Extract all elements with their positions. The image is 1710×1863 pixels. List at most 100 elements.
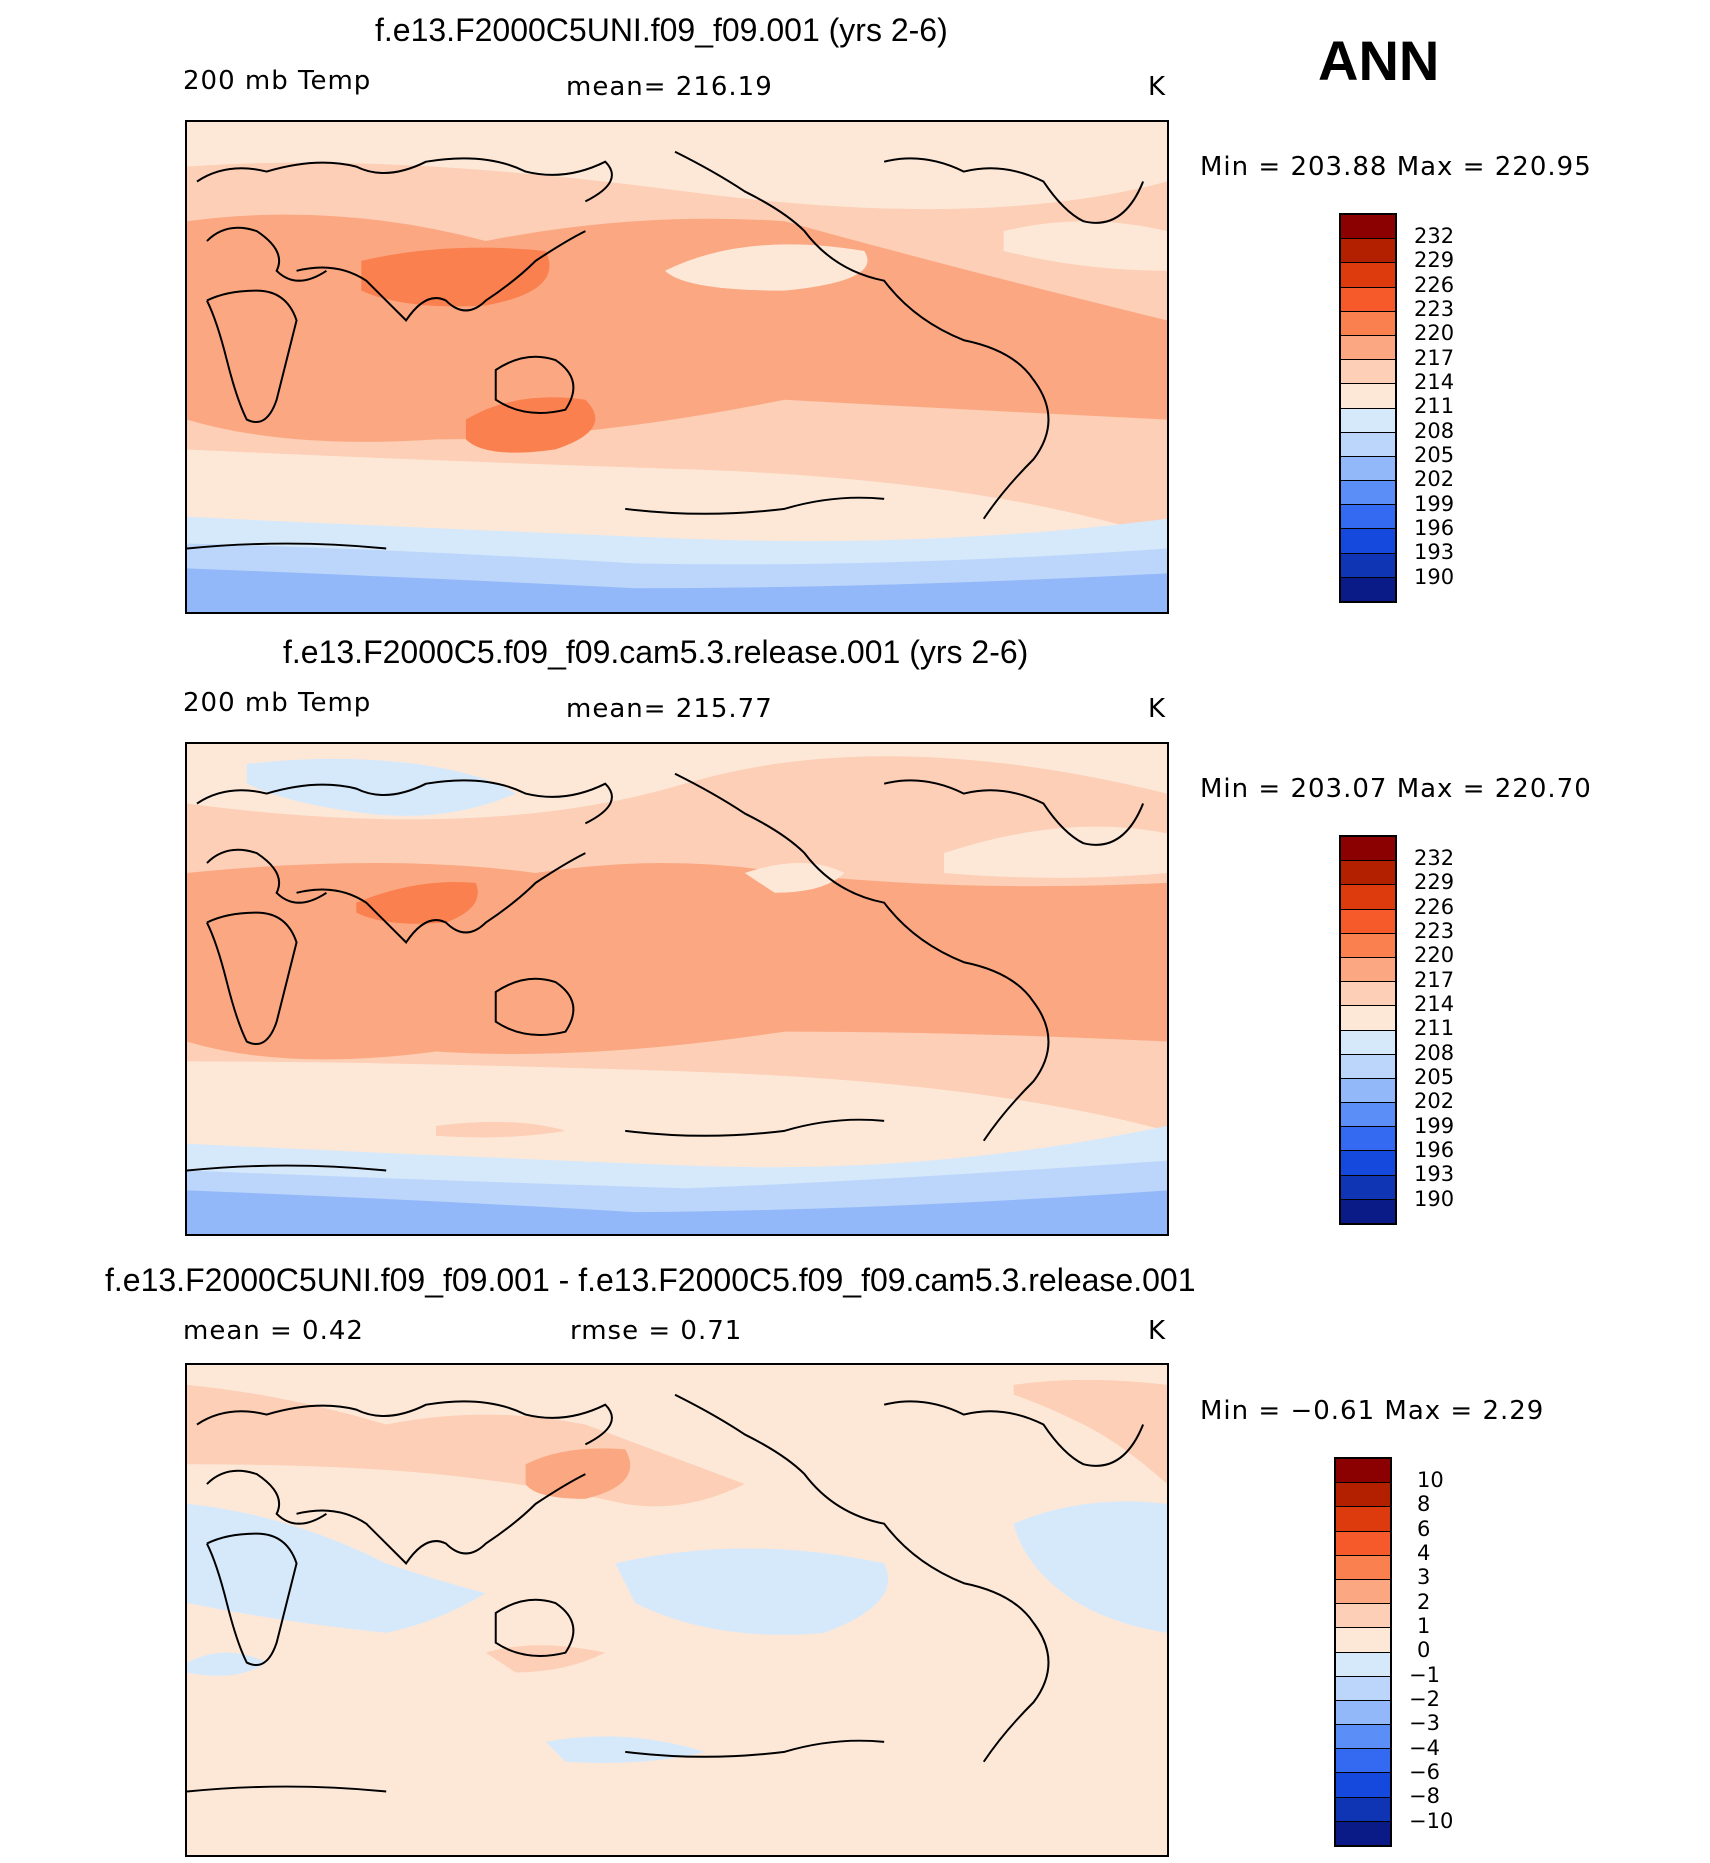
colorbar-swatch [1341, 553, 1395, 578]
panel-title: f.e13.F2000C5.f09_f09.cam5.3.release.001… [283, 634, 1029, 670]
colorbar-swatch [1341, 335, 1395, 361]
unit-label: K [1148, 72, 1167, 102]
colorbar-tick-label: 202 [1414, 467, 1455, 491]
colorbar-swatch [1336, 1531, 1390, 1556]
colorbar-tick-label: 211 [1414, 1016, 1455, 1040]
colorbar-tick-label: 217 [1414, 968, 1455, 992]
colorbar-tick-label: 214 [1414, 992, 1455, 1016]
min-max-label: Min = −0.61 Max = 2.29 [1200, 1396, 1545, 1426]
colorbar-tick-label: 223 [1414, 919, 1455, 943]
colorbar-tick-label: 193 [1414, 540, 1455, 564]
colorbar-tick-label: 199 [1414, 492, 1455, 516]
colorbar-tick-label: −2 [1409, 1687, 1440, 1711]
colorbar-tick-label: 2 [1417, 1590, 1431, 1614]
colorbar-tick-label: 211 [1414, 394, 1455, 418]
colorbar-tick-label: −3 [1409, 1711, 1440, 1735]
map-panel-1 [185, 120, 1169, 614]
colorbar-swatch [1341, 909, 1395, 934]
rmse-label: rmse = 0.71 [570, 1316, 743, 1346]
colorbar-tick-label: 190 [1414, 1187, 1455, 1211]
colorbar-swatch [1341, 1078, 1395, 1104]
panel-title: f.e13.F2000C5UNI.f09_f09.001 (yrs 2-6) [375, 12, 948, 48]
colorbar-tick-label: 205 [1414, 443, 1455, 467]
colorbar-swatch [1341, 933, 1395, 958]
colorbar-tick-label: 193 [1414, 1162, 1455, 1186]
colorbar-swatch [1341, 505, 1395, 530]
min-max-label: Min = 203.88 Max = 220.95 [1200, 152, 1592, 182]
field-label: 200 mb Temp [183, 688, 372, 718]
colorbar-tick-label: 10 [1417, 1468, 1444, 1492]
colorbar-tick-label: 223 [1414, 297, 1455, 321]
colorbar-swatch [1341, 263, 1395, 288]
colorbar-swatch [1336, 1652, 1390, 1677]
colorbar-swatch [1341, 1199, 1395, 1223]
colorbar-swatch [1341, 481, 1395, 506]
colorbar-swatch [1341, 577, 1395, 601]
colorbar-swatch [1336, 1676, 1390, 1701]
colorbar-tick-label: 226 [1414, 895, 1455, 919]
colorbar-swatch [1336, 1749, 1390, 1774]
colorbar-labels-2: 232 229 226 223 220 217 214 211 208 205 … [1414, 835, 1494, 1225]
colorbar-swatch [1341, 982, 1395, 1007]
colorbar-swatch [1341, 360, 1395, 385]
colorbar-tick-label: 220 [1414, 943, 1455, 967]
temperature-map [187, 744, 1167, 1234]
colorbar-swatch [1336, 1773, 1390, 1798]
colorbar-1 [1339, 213, 1397, 603]
colorbar-swatch [1341, 957, 1395, 983]
colorbar-tick-label: 0 [1417, 1638, 1431, 1662]
map-panel-2 [185, 742, 1169, 1236]
colorbar-swatch [1341, 1054, 1395, 1079]
colorbar-swatch [1341, 408, 1395, 433]
colorbar-tick-label: 190 [1414, 565, 1455, 589]
colorbar-swatch [1341, 287, 1395, 312]
colorbar-swatch [1341, 861, 1395, 886]
colorbar-swatch [1336, 1604, 1390, 1629]
colorbar-tick-label: 3 [1417, 1565, 1431, 1589]
colorbar-tick-label: −1 [1409, 1663, 1440, 1687]
colorbar-swatch [1341, 837, 1395, 862]
colorbar-tick-label: 214 [1414, 370, 1455, 394]
season-label: ANN [1318, 29, 1440, 92]
colorbar-labels-1: 232 229 226 223 220 217 214 211 208 205 … [1414, 213, 1494, 603]
colorbar-swatch [1341, 1127, 1395, 1152]
colorbar-swatch [1336, 1555, 1390, 1580]
min-max-label: Min = 203.07 Max = 220.70 [1200, 774, 1592, 804]
colorbar-swatch [1341, 1151, 1395, 1176]
colorbar-swatch [1336, 1507, 1390, 1532]
colorbar-swatch [1336, 1700, 1390, 1726]
colorbar-tick-label: −4 [1409, 1736, 1440, 1760]
field-label: 200 mb Temp [183, 66, 372, 96]
colorbar-swatch [1341, 1030, 1395, 1055]
colorbar-tick-label: −6 [1409, 1760, 1440, 1784]
mean-label: mean= 216.19 [566, 72, 773, 102]
colorbar-tick-label: 202 [1414, 1089, 1455, 1113]
colorbar-swatch [1336, 1628, 1390, 1653]
colorbar-swatch [1336, 1459, 1390, 1484]
colorbar-swatch [1341, 456, 1395, 482]
colorbar-tick-label: 229 [1414, 248, 1455, 272]
colorbar-swatch [1341, 1103, 1395, 1128]
panel-title: f.e13.F2000C5UNI.f09_f09.001 - f.e13.F20… [105, 1262, 1196, 1298]
map-panel-3 [185, 1363, 1169, 1857]
mean-label: mean = 0.42 [183, 1316, 364, 1346]
colorbar-tick-label: 196 [1414, 1138, 1455, 1162]
colorbar-swatch [1341, 1175, 1395, 1200]
colorbar-2 [1339, 835, 1397, 1225]
colorbar-tick-label: 232 [1414, 224, 1455, 248]
colorbar-tick-label: 232 [1414, 846, 1455, 870]
colorbar-tick-label: 6 [1417, 1517, 1431, 1541]
colorbar-tick-label: 220 [1414, 321, 1455, 345]
colorbar-tick-label: 208 [1414, 419, 1455, 443]
colorbar-tick-label: 226 [1414, 273, 1455, 297]
colorbar-swatch [1341, 384, 1395, 409]
colorbar-swatch [1341, 529, 1395, 554]
temperature-map [187, 122, 1167, 612]
colorbar-swatch [1336, 1725, 1390, 1750]
colorbar-swatch [1341, 311, 1395, 336]
unit-label: K [1148, 694, 1167, 724]
colorbar-swatch [1341, 1006, 1395, 1031]
colorbar-swatch [1341, 432, 1395, 457]
mean-label: mean= 215.77 [566, 694, 773, 724]
colorbar-tick-label: 8 [1417, 1492, 1431, 1516]
